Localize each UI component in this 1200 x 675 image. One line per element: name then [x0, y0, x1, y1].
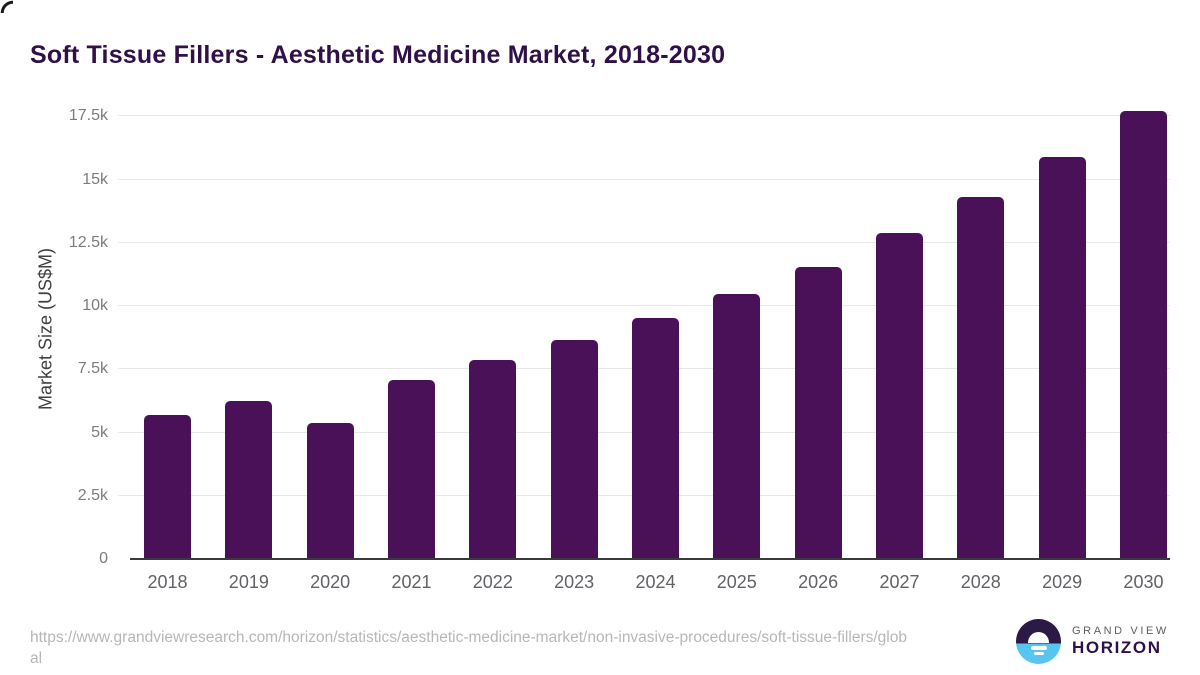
rounded-corner-artifact: [0, 0, 13, 13]
bar-2022[interactable]: [469, 360, 517, 559]
bar-2029[interactable]: [1038, 157, 1086, 559]
x-tick-label-2030: 2030: [1123, 572, 1164, 592]
x-tick-label-2018: 2018: [147, 572, 188, 592]
x-axis-line: [130, 558, 1170, 560]
y-tick-label-5k: 5k: [91, 423, 108, 441]
sun-glyph: [1028, 632, 1049, 643]
logo-product-name: HORIZON: [1072, 637, 1162, 657]
y-tick-label-0: 0: [99, 550, 108, 567]
x-tick-label-2027: 2027: [879, 572, 920, 592]
x-tick-label-2022: 2022: [472, 572, 513, 592]
bar-2024[interactable]: [631, 318, 679, 559]
gridline-10k: [118, 305, 1170, 307]
bar-2018[interactable]: [144, 414, 191, 559]
sun-reflection-line: [1033, 652, 1044, 655]
x-tick-label-2029: 2029: [1042, 572, 1083, 592]
x-tick-label-2026: 2026: [798, 572, 839, 592]
chart-title: Soft Tissue Fillers - Aesthetic Medicine…: [30, 40, 726, 69]
sun-reflection-line: [1030, 646, 1047, 650]
logo-brand-name: GRAND VIEW: [1072, 624, 1169, 637]
bar-2023[interactable]: [550, 340, 598, 559]
bar-2021[interactable]: [387, 379, 435, 559]
x-tick-label-2024: 2024: [635, 572, 676, 592]
bar-2027[interactable]: [875, 233, 923, 559]
x-tick-label-2028: 2028: [960, 572, 1001, 592]
y-axis-title: Market Size (US$M): [35, 247, 56, 411]
gridline-15k: [118, 178, 1170, 180]
bar-2030[interactable]: [1119, 111, 1167, 559]
y-tick-label-2.5k: 2.5k: [77, 486, 108, 504]
x-tick-label-2025: 2025: [716, 572, 757, 592]
x-tick-label-2020: 2020: [310, 572, 351, 592]
y-tick-label-17.5k: 17.5k: [68, 107, 108, 125]
y-tick-label-10k: 10k: [82, 297, 108, 315]
logo-text: GRAND VIEW HORIZON: [1072, 625, 1169, 657]
bar-2025[interactable]: [713, 294, 761, 559]
y-tick-label-15k: 15k: [82, 170, 108, 188]
x-tick-label-2021: 2021: [391, 572, 432, 592]
x-tick-label-2019: 2019: [228, 572, 269, 592]
bar-2019[interactable]: [225, 401, 273, 559]
source-url: https://www.grandviewresearch.com/horizo…: [30, 629, 907, 667]
grand-view-horizon-logo[interactable]: GRAND VIEW HORIZON: [1016, 618, 1169, 664]
horizon-sun-icon: [1016, 618, 1061, 664]
gridline-12.5k: [118, 241, 1170, 243]
plot-area: 0 2.5k 5k 7.5k 10k 12.5k 15k 17.5k 2018 2019 2020 2…: [69, 100, 1170, 592]
y-tick-label-12.5k: 12.5k: [68, 233, 108, 251]
bar-2020[interactable]: [306, 423, 354, 559]
bar-2026[interactable]: [794, 266, 842, 559]
y-tick-label-7.5k: 7.5k: [77, 360, 108, 378]
bar-2028[interactable]: [957, 196, 1005, 559]
gridline-17.5k: [118, 115, 1170, 117]
x-tick-label-2023: 2023: [554, 572, 595, 592]
